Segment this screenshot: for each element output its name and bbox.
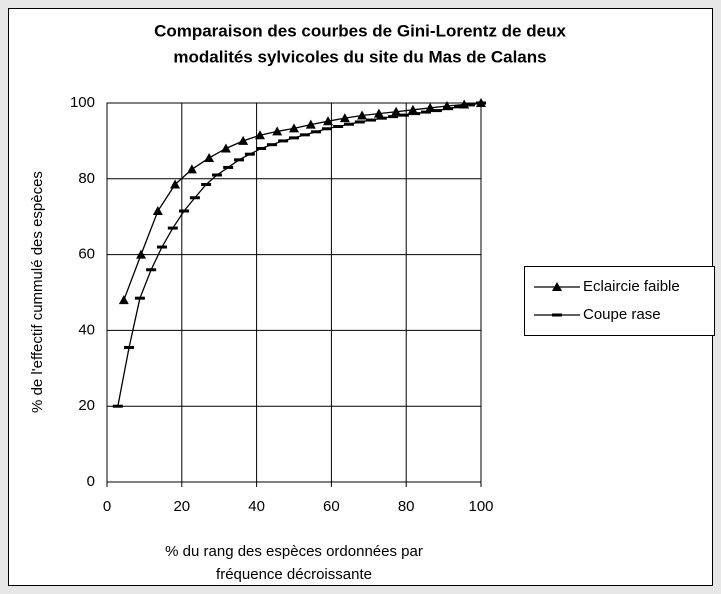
x-tick-label: 100 [468,498,493,515]
marker [238,135,249,145]
marker [373,108,384,118]
marker [186,164,197,174]
x-tick-label: 20 [173,498,190,515]
marker [204,152,215,162]
y-tick-label: 40 [78,321,95,338]
x-tick-label: 60 [323,498,340,515]
marker [323,116,334,126]
marker [118,295,129,305]
marker [170,179,181,189]
x-axis-label: % du rang des espèces ordonnées par [165,543,423,560]
marker [391,106,402,116]
marker [407,104,418,114]
marker [254,130,265,140]
legend-marker [552,282,562,291]
y-axis-label: % de l'effectif cummulé des espèces [29,171,46,413]
marker [272,126,283,136]
y-tick-label: 100 [70,94,95,111]
legend-label: Coupe rase [583,306,661,323]
y-tick-label: 20 [78,397,95,414]
y-tick-label: 60 [78,246,95,263]
series-line [123,102,482,301]
legend [524,266,715,336]
chart-title: modalités sylvicoles du site du Mas de C… [173,47,546,66]
marker [289,123,299,133]
chart-title: Comparaison des courbes de Gini-Lorentz … [154,21,566,40]
marker [152,206,163,216]
x-axis-label: fréquence décroissante [216,566,372,583]
y-tick-label: 0 [87,473,95,490]
marker [136,249,147,259]
plot-area [106,102,482,483]
series-line [117,102,482,407]
x-tick-label: 80 [398,498,415,515]
marker [339,113,350,123]
x-tick-label: 0 [103,498,111,515]
marker [305,119,316,129]
marker [220,143,231,153]
marker [357,110,368,120]
x-tick-label: 40 [248,498,265,515]
legend-label: Eclaircie faible [583,278,680,295]
y-tick-label: 80 [78,170,95,187]
